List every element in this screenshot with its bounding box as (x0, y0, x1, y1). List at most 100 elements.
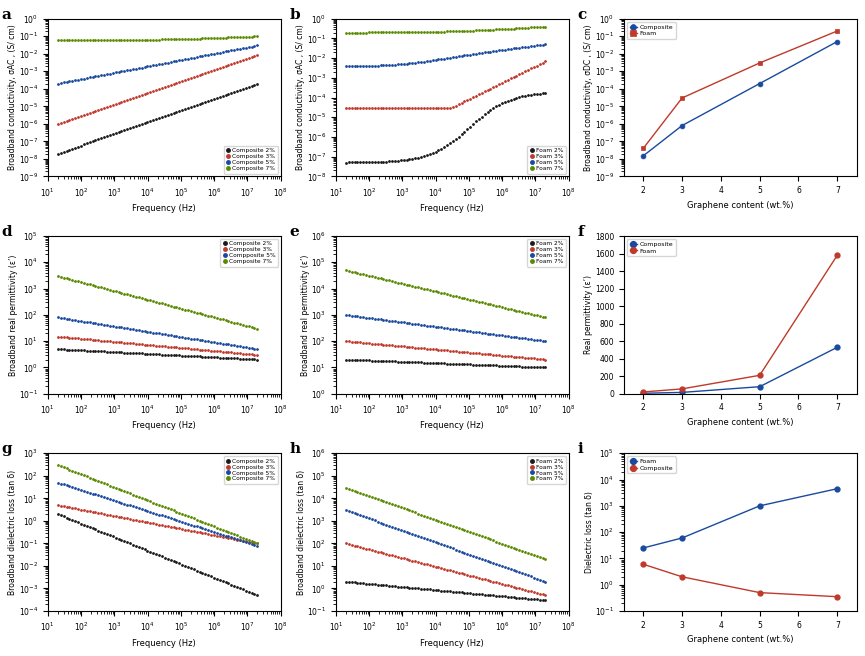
Foam 5% (451, 546, 461, 554)
Foam 2% (387, 157, 397, 165)
Foam 5% (541, 578, 551, 586)
Foam 5% (511, 333, 522, 341)
Composite 7% (53, 36, 63, 44)
Line: Composite: Composite (641, 39, 840, 158)
Foam 2% (401, 358, 412, 366)
Composite 3% (105, 102, 115, 110)
Composite 5% (253, 41, 263, 49)
Compposite 5% (99, 321, 109, 329)
Composite 7% (221, 316, 231, 324)
Foam 3% (387, 104, 397, 112)
Compposite 5% (113, 323, 124, 331)
Composite 2% (99, 348, 109, 356)
Composite 5% (105, 495, 115, 503)
Composite 3% (221, 62, 231, 70)
Line: Foam: Foam (641, 253, 840, 394)
Foam 2% (341, 578, 351, 586)
Foam 2% (341, 356, 351, 363)
Foam 2% (393, 358, 403, 365)
Composite 2% (113, 129, 124, 136)
Foam 7% (541, 555, 551, 563)
Legend: Foam 2%, Foam 3%, Foam 5%, Foam 7%: Foam 2%, Foam 3%, Foam 5%, Foam 7% (527, 239, 566, 266)
Text: c: c (577, 8, 586, 22)
Composite 5% (221, 47, 231, 55)
Composite (754, 79, 765, 87)
Y-axis label: Broadband conductivity, σAC , (S/ cm): Broadband conductivity, σAC , (S/ cm) (297, 25, 305, 171)
Foam 3% (393, 342, 403, 350)
Foam 2% (451, 588, 461, 596)
Foam (754, 371, 765, 379)
Foam 2% (341, 159, 351, 167)
Composite 2% (223, 354, 234, 362)
Composite 7% (253, 539, 263, 547)
Foam 7% (387, 277, 397, 285)
Composite 5% (221, 531, 231, 539)
Composite 3% (223, 534, 234, 542)
Composite 7% (99, 284, 109, 292)
Composite (638, 390, 649, 398)
X-axis label: Frequency (Hz): Frequency (Hz) (132, 639, 196, 647)
Composite 3% (163, 342, 173, 350)
Foam 2% (401, 156, 412, 164)
Foam 7% (387, 501, 397, 508)
Composite (754, 382, 765, 390)
Compposite 5% (163, 331, 173, 338)
Composite 2% (221, 91, 231, 98)
Foam 7% (541, 314, 551, 321)
Composite (832, 343, 843, 351)
Foam 5% (511, 567, 522, 575)
Composite 3% (113, 338, 124, 346)
Legend: Composite 2%, Composite 3%, Composite 5%, Composite 7%: Composite 2%, Composite 3%, Composite 5%… (224, 456, 278, 484)
Composite 7% (53, 272, 63, 280)
Composite 7% (223, 317, 234, 325)
Composite 5% (99, 71, 109, 79)
Composite 2% (99, 529, 109, 537)
Composite 3% (163, 522, 173, 530)
Foam 2% (387, 358, 397, 365)
Foam 7% (341, 29, 351, 37)
Line: Composite 2%: Composite 2% (56, 513, 259, 596)
Composite 2% (223, 90, 234, 98)
Composite 2% (221, 579, 231, 586)
Composite 3% (105, 511, 115, 519)
Composite 7% (105, 36, 115, 44)
Composite (677, 121, 688, 129)
Line: Foam 5%: Foam 5% (344, 509, 547, 583)
Foam (677, 385, 688, 393)
Composite 2% (221, 354, 231, 362)
X-axis label: Frequency (Hz): Frequency (Hz) (132, 421, 196, 430)
Foam 7% (509, 544, 519, 552)
Line: Foam 3%: Foam 3% (344, 60, 547, 110)
Composite 7% (253, 32, 263, 40)
X-axis label: Frequency (Hz): Frequency (Hz) (420, 639, 484, 647)
Foam 5% (511, 44, 522, 52)
Foam 3% (393, 104, 403, 112)
Foam 7% (451, 28, 461, 35)
Line: Foam 2%: Foam 2% (344, 358, 547, 369)
Composite (638, 152, 649, 160)
Compposite 5% (53, 314, 63, 321)
Foam 3% (341, 539, 351, 547)
Foam 5% (451, 53, 461, 61)
Compposite 5% (221, 340, 231, 348)
Line: Foam 3%: Foam 3% (344, 542, 547, 596)
Text: e: e (289, 225, 299, 239)
Foam 3% (387, 552, 397, 560)
Composite 2% (113, 535, 124, 543)
Foam 7% (451, 523, 461, 531)
Foam 3% (451, 102, 461, 110)
Foam 3% (341, 337, 351, 345)
Composite 3% (99, 510, 109, 518)
Composite 3% (53, 501, 63, 509)
Foam 5% (401, 528, 412, 536)
Foam 3% (393, 553, 403, 561)
Foam (677, 94, 688, 102)
Composite (677, 388, 688, 396)
Foam 7% (451, 293, 461, 300)
Foam (754, 502, 765, 510)
Foam (677, 534, 688, 542)
Composite 3% (223, 348, 234, 356)
Composite 2% (163, 351, 173, 359)
Compposite 5% (253, 345, 263, 353)
Foam (832, 485, 843, 493)
